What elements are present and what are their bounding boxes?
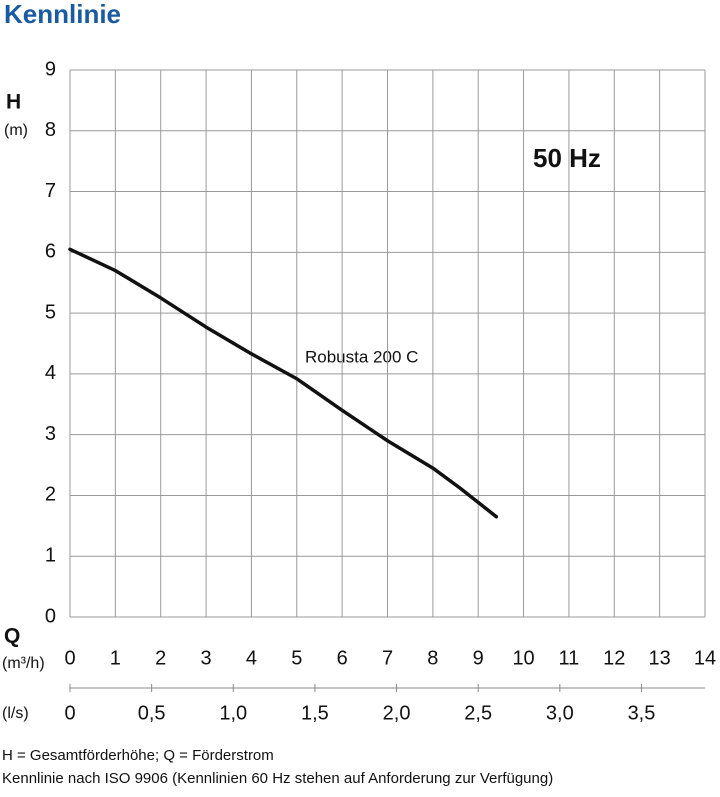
footnote: H = Gesamtförderhöhe; Q = Förderstrom bbox=[2, 747, 274, 764]
footnote: Kennlinie nach ISO 9906 (Kennlinien 60 H… bbox=[2, 770, 553, 787]
x-tick-label: 13 bbox=[649, 647, 671, 669]
x-tick-label: 9 bbox=[473, 647, 484, 669]
annotation: 50 Hz bbox=[533, 143, 601, 173]
x-axis-label: Q bbox=[4, 625, 20, 648]
x2-tick-label: 3,0 bbox=[546, 702, 574, 724]
x-tick-label: 1 bbox=[110, 647, 121, 669]
curve bbox=[68, 247, 499, 519]
x2-tick-label: 0 bbox=[64, 702, 75, 724]
chart-title: Kennlinie bbox=[4, 0, 121, 29]
y-tick-label: 8 bbox=[45, 119, 56, 141]
series-label: Robusta 200 C bbox=[305, 347, 418, 366]
x-tick-label: 0 bbox=[64, 647, 75, 669]
x-tick-label: 4 bbox=[246, 647, 257, 669]
x-tick-label: 11 bbox=[559, 647, 580, 669]
y-tick-label: 2 bbox=[45, 484, 56, 506]
y-axis-label: H bbox=[6, 91, 21, 114]
x-tick-label: 8 bbox=[427, 647, 438, 669]
x2-tick-label: 0,5 bbox=[138, 702, 166, 724]
x-tick-label: 2 bbox=[155, 647, 166, 669]
x2-tick-label: 2,5 bbox=[464, 702, 492, 724]
x-tick-label: 10 bbox=[512, 647, 534, 669]
x-tick-label: 3 bbox=[201, 647, 212, 669]
y-tick-label: 1 bbox=[45, 545, 56, 567]
y-tick-label: 6 bbox=[45, 241, 56, 263]
y-tick-label: 3 bbox=[45, 423, 56, 445]
x2-axis-unit: (l/s) bbox=[2, 705, 29, 722]
x2-tick-label: 1,0 bbox=[219, 702, 247, 724]
y-tick-label: 4 bbox=[45, 362, 56, 384]
x-tick-label: 12 bbox=[603, 647, 625, 669]
y-tick-label: 0 bbox=[45, 605, 56, 627]
x-tick-label: 14 bbox=[694, 647, 716, 669]
x-tick-label: 7 bbox=[382, 647, 393, 669]
x2-tick-label: 3,5 bbox=[628, 702, 656, 724]
y-tick-label: 5 bbox=[45, 301, 56, 323]
x-tick-label: 5 bbox=[291, 647, 302, 669]
x-tick-label: 6 bbox=[337, 647, 348, 669]
y-axis-unit: (m) bbox=[4, 122, 28, 139]
x2-tick-label: 2,0 bbox=[383, 702, 411, 724]
x2-tick-label: 1,5 bbox=[301, 702, 329, 724]
y-tick-label: 9 bbox=[45, 58, 56, 80]
x-axis-unit: (m³/h) bbox=[2, 655, 45, 672]
y-tick-label: 7 bbox=[45, 180, 56, 202]
